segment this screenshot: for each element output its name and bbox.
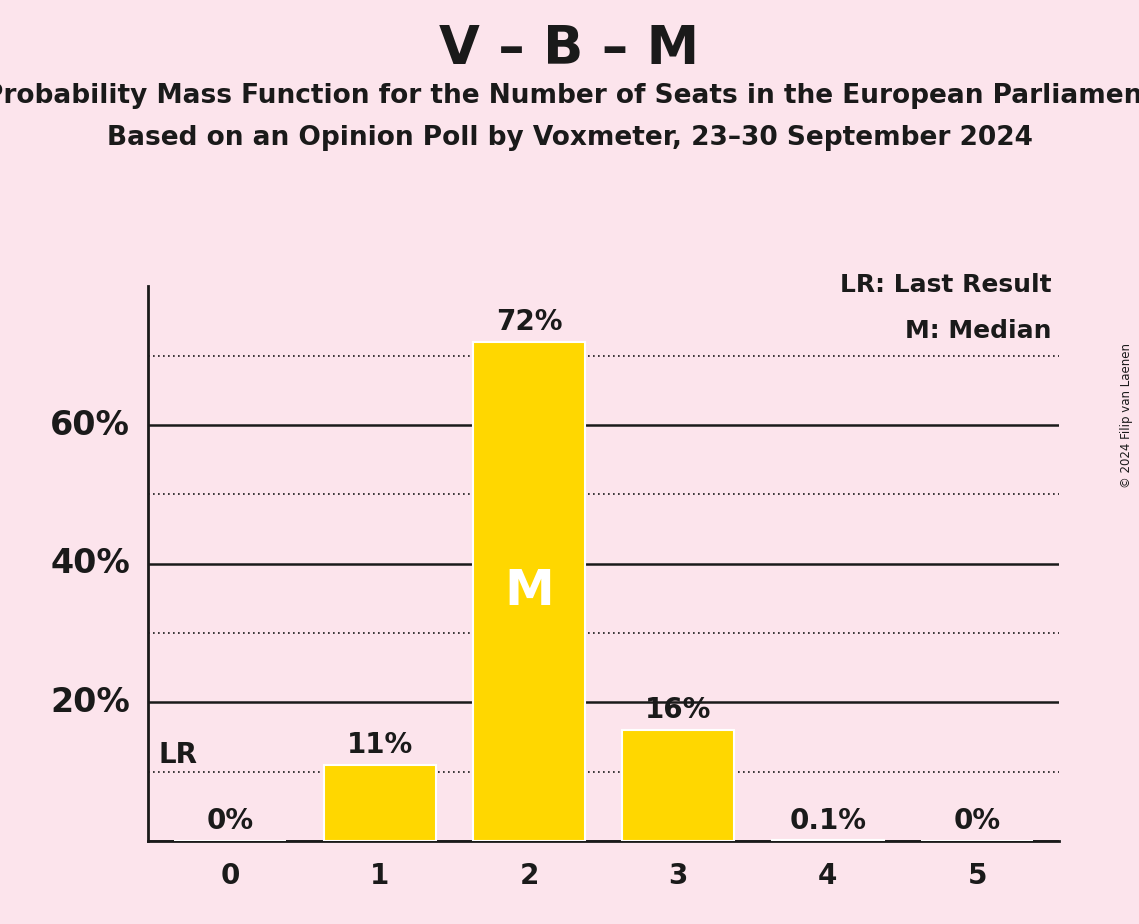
- Text: © 2024 Filip van Laenen: © 2024 Filip van Laenen: [1121, 344, 1133, 488]
- Bar: [323, 765, 435, 841]
- Bar: [622, 730, 735, 841]
- Text: 20%: 20%: [50, 686, 130, 719]
- Bar: [473, 342, 585, 841]
- Text: 40%: 40%: [50, 547, 130, 580]
- Text: 11%: 11%: [346, 731, 412, 760]
- Text: M: M: [505, 567, 554, 615]
- Text: Probability Mass Function for the Number of Seats in the European Parliament: Probability Mass Function for the Number…: [0, 83, 1139, 109]
- Text: V – B – M: V – B – M: [440, 23, 699, 75]
- Text: 16%: 16%: [645, 697, 712, 724]
- Text: 0.1%: 0.1%: [789, 808, 867, 835]
- Text: LR: LR: [158, 741, 197, 769]
- Text: M: Median: M: Median: [906, 320, 1051, 344]
- Text: 72%: 72%: [495, 309, 563, 336]
- Text: LR: Last Result: LR: Last Result: [841, 273, 1051, 297]
- Text: 60%: 60%: [50, 408, 130, 442]
- Text: Based on an Opinion Poll by Voxmeter, 23–30 September 2024: Based on an Opinion Poll by Voxmeter, 23…: [107, 125, 1032, 151]
- Text: 0%: 0%: [206, 808, 254, 835]
- Text: 0%: 0%: [953, 808, 1001, 835]
